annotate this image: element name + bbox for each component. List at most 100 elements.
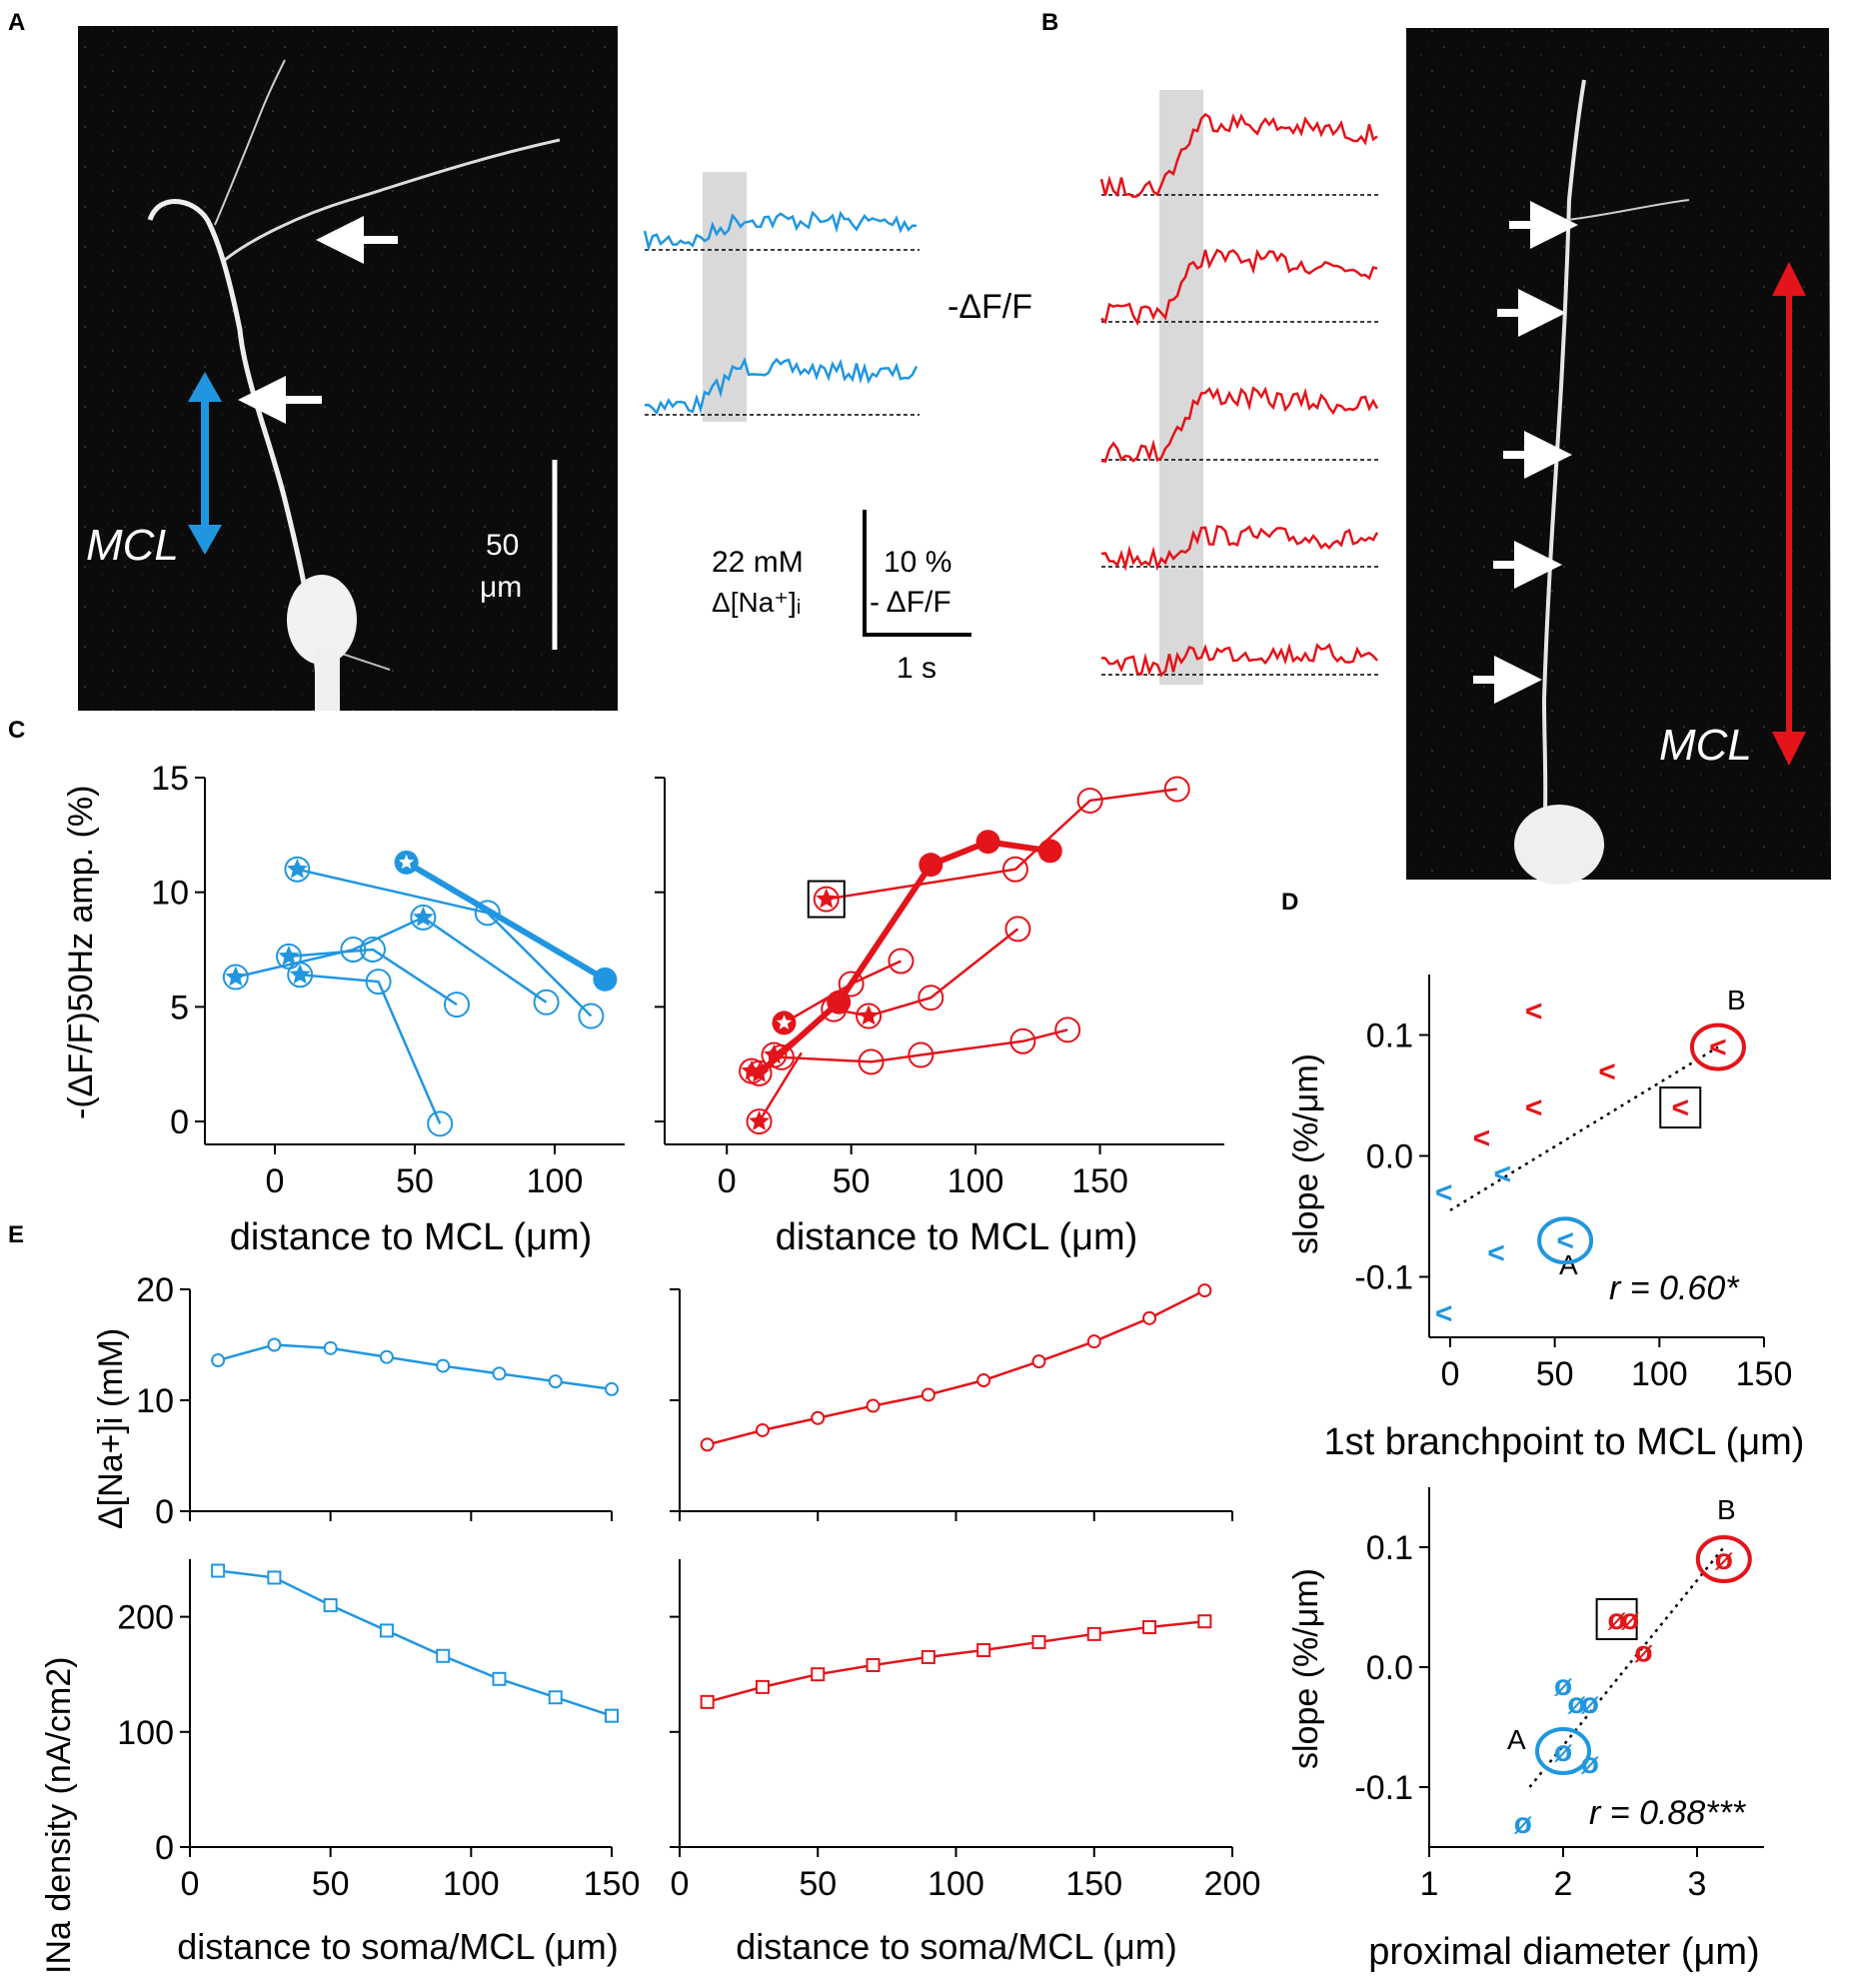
series-line-c4 bbox=[773, 928, 1019, 1056]
e-bottom-left-point bbox=[605, 1708, 619, 1723]
c-left-xlabel: distance to MCL (μm) bbox=[230, 1216, 593, 1258]
data-point bbox=[427, 1110, 454, 1137]
e-bottom-left-point bbox=[323, 1598, 338, 1613]
data-point bbox=[888, 948, 915, 975]
panel-letter-b: B bbox=[1041, 9, 1058, 36]
data-point bbox=[858, 1048, 885, 1075]
star-marker bbox=[289, 964, 311, 985]
e-bottom-left-point bbox=[379, 1623, 394, 1638]
d-bottom-highlight-ring bbox=[1535, 1727, 1591, 1775]
d-top-y-tick-label: -0.1 bbox=[1354, 1259, 1413, 1297]
panel-letter-c: C bbox=[8, 717, 25, 744]
e-top-left-line bbox=[217, 1343, 613, 1391]
e-bottom-right-x-tick-label: 150 bbox=[1065, 1865, 1122, 1903]
data-point bbox=[1076, 787, 1103, 814]
e-bottom-right-point bbox=[1031, 1634, 1046, 1649]
d-bottom-fit-line bbox=[1528, 1546, 1725, 1788]
c-right-x-tick-label: 100 bbox=[947, 1162, 1004, 1200]
d-bottom-label-b: B bbox=[1717, 1494, 1736, 1525]
d-bottom-x-tick-label: 2 bbox=[1554, 1865, 1573, 1903]
e-right-xlabel: distance to soma/MCL (μm) bbox=[736, 1926, 1177, 1967]
star-marker bbox=[741, 1059, 763, 1080]
d-bottom-r: r = 0.88*** bbox=[1589, 1794, 1747, 1832]
data-point bbox=[444, 992, 470, 1018]
e-top-ylabel: Δ[Na+]i (mM) bbox=[92, 1328, 130, 1529]
d-top-data-point: < bbox=[1435, 1176, 1453, 1209]
d-top-label-a: A bbox=[1559, 1249, 1578, 1280]
e-top-right-point bbox=[1086, 1334, 1101, 1349]
series-line-c3 bbox=[783, 960, 902, 1024]
mcl-label-b: MCL bbox=[1659, 721, 1752, 770]
c-left-x-tick-label: 100 bbox=[527, 1162, 584, 1200]
d-bottom-data-point: ø bbox=[1514, 1807, 1533, 1840]
c-left-y-tick-label: 10 bbox=[151, 875, 189, 913]
d-top-data-point: < bbox=[1671, 1091, 1689, 1124]
data-point bbox=[821, 995, 848, 1022]
d-top-data-point: < bbox=[1473, 1121, 1491, 1154]
e-top-right-point bbox=[866, 1398, 881, 1413]
e-bottom-right-point bbox=[921, 1649, 935, 1664]
e-bottom-ylabel: INa density (nA/cm2) bbox=[40, 1657, 78, 1974]
star-marker bbox=[278, 945, 300, 966]
mcl-arrow-b bbox=[1772, 262, 1806, 766]
d-top-y-tick-label: 0.0 bbox=[1366, 1138, 1413, 1176]
d-top-xlabel: 1st branchpoint to MCL (μm) bbox=[1324, 1421, 1805, 1463]
d-bottom-ylabel: slope (%/μm) bbox=[1287, 1568, 1325, 1769]
e-top-left-y-tick-label: 10 bbox=[136, 1382, 174, 1420]
d-bottom-y-tick-label: -0.1 bbox=[1354, 1769, 1413, 1807]
dff-label-b: -ΔF/F bbox=[947, 288, 1032, 326]
e-bottom-right-x-tick-label: 50 bbox=[799, 1865, 837, 1903]
e-bottom-left-x-tick-label: 50 bbox=[312, 1865, 350, 1903]
d-top-data-point: < bbox=[1525, 994, 1543, 1027]
data-point bbox=[1054, 1016, 1081, 1043]
d-top-data-point: < bbox=[1494, 1158, 1512, 1191]
c-left-x-tick-label: 0 bbox=[266, 1162, 285, 1200]
trace-b bbox=[1100, 525, 1379, 572]
e-bottom-right-point bbox=[866, 1657, 881, 1672]
scale-unit-a: μm bbox=[480, 571, 522, 604]
data-point bbox=[578, 1002, 605, 1029]
d-bottom-data-point: ø bbox=[1581, 1687, 1600, 1720]
traces-b bbox=[1099, 90, 1379, 685]
d-top-highlight-box bbox=[1659, 1086, 1702, 1129]
e-bottom-left-x-tick-label: 100 bbox=[443, 1865, 500, 1903]
d-top-x-tick-label: 100 bbox=[1631, 1355, 1688, 1393]
trace-a-1 bbox=[643, 210, 918, 253]
data-point bbox=[410, 904, 437, 931]
d-top-data-point: < bbox=[1487, 1236, 1505, 1269]
scale-bar-a bbox=[863, 510, 971, 637]
data-point bbox=[360, 937, 386, 964]
scale-conc: 22 mM bbox=[712, 546, 804, 579]
e-top-left-point bbox=[605, 1381, 619, 1396]
data-point bbox=[975, 830, 1000, 855]
data-point bbox=[1001, 856, 1028, 883]
d-top-y-tick-label: 0.1 bbox=[1366, 1017, 1413, 1055]
panel-letter-e: E bbox=[8, 1221, 24, 1248]
e-bottom-right-x-tick-label: 200 bbox=[1204, 1865, 1261, 1903]
e-bottom-right-point bbox=[700, 1694, 715, 1709]
e-bottom-left-point bbox=[492, 1671, 507, 1686]
scale-pct: 10 % bbox=[884, 546, 951, 579]
e-bottom-left-point bbox=[436, 1648, 451, 1663]
e-top-right-point bbox=[700, 1437, 715, 1452]
plot-c bbox=[222, 776, 1190, 1137]
e-left-xlabel: distance to soma/MCL (μm) bbox=[177, 1926, 619, 1967]
data-point bbox=[918, 985, 944, 1011]
e-bottom-right-point bbox=[1142, 1619, 1157, 1634]
star-marker bbox=[286, 858, 308, 879]
data-point bbox=[284, 856, 311, 883]
e-bottom-right-point bbox=[755, 1679, 770, 1694]
e-bottom-right-point bbox=[1086, 1626, 1101, 1641]
c-right-x-tick-label: 150 bbox=[1071, 1162, 1128, 1200]
e-top-right-point bbox=[811, 1410, 826, 1425]
data-point bbox=[813, 886, 840, 913]
mcl-label-a: MCL bbox=[86, 521, 179, 570]
star-marker bbox=[399, 854, 415, 870]
e-bottom-right-line bbox=[707, 1619, 1205, 1704]
data-point bbox=[856, 1002, 883, 1029]
d-top-data-point: < bbox=[1435, 1297, 1453, 1330]
data-point bbox=[533, 989, 560, 1015]
star-marker bbox=[749, 1110, 770, 1130]
d-bottom-data-point: ø bbox=[1581, 1747, 1600, 1780]
